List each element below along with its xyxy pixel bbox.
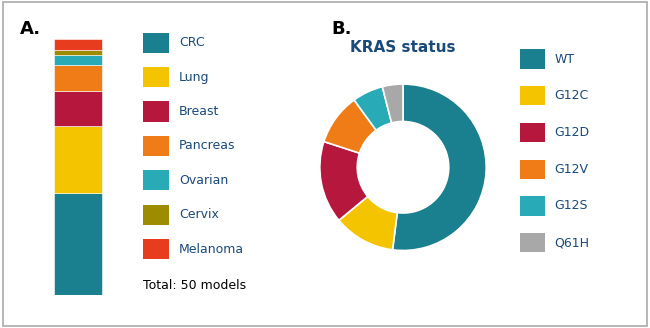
Text: A.: A. [20, 20, 40, 38]
Text: Lung: Lung [179, 71, 209, 84]
Text: Melanoma: Melanoma [179, 243, 244, 256]
Bar [55, 126, 101, 193]
Wedge shape [382, 84, 403, 123]
Wedge shape [393, 84, 486, 251]
Text: B.: B. [332, 20, 352, 38]
FancyBboxPatch shape [520, 86, 545, 105]
FancyBboxPatch shape [520, 196, 545, 215]
Bar [55, 91, 101, 126]
Text: G12D: G12D [554, 126, 590, 139]
Title: KRAS status: KRAS status [350, 40, 456, 55]
Text: G12S: G12S [554, 199, 588, 213]
FancyBboxPatch shape [520, 233, 545, 252]
FancyBboxPatch shape [143, 32, 169, 53]
Text: Ovarian: Ovarian [179, 174, 228, 187]
FancyBboxPatch shape [143, 239, 169, 259]
FancyBboxPatch shape [143, 136, 169, 156]
FancyBboxPatch shape [520, 160, 545, 179]
Text: Cervix: Cervix [179, 208, 218, 221]
Bar [55, 39, 101, 50]
Bar [55, 193, 101, 295]
Bar [55, 50, 101, 55]
Text: CRC: CRC [179, 36, 204, 49]
FancyBboxPatch shape [520, 123, 545, 142]
Text: Breast: Breast [179, 105, 219, 118]
FancyBboxPatch shape [143, 67, 169, 87]
Bar [55, 65, 101, 91]
Text: WT: WT [554, 52, 575, 66]
Text: G12C: G12C [554, 89, 589, 102]
Text: Pancreas: Pancreas [179, 139, 235, 153]
Wedge shape [324, 100, 376, 153]
Text: Total: 50 models: Total: 50 models [143, 279, 246, 292]
Wedge shape [320, 142, 368, 220]
FancyBboxPatch shape [143, 205, 169, 225]
Bar [55, 55, 101, 65]
Text: Q61H: Q61H [554, 236, 590, 249]
Wedge shape [354, 87, 391, 130]
FancyBboxPatch shape [143, 101, 169, 122]
Wedge shape [339, 196, 397, 250]
FancyBboxPatch shape [143, 170, 169, 191]
FancyBboxPatch shape [520, 50, 545, 69]
Text: G12V: G12V [554, 163, 588, 176]
